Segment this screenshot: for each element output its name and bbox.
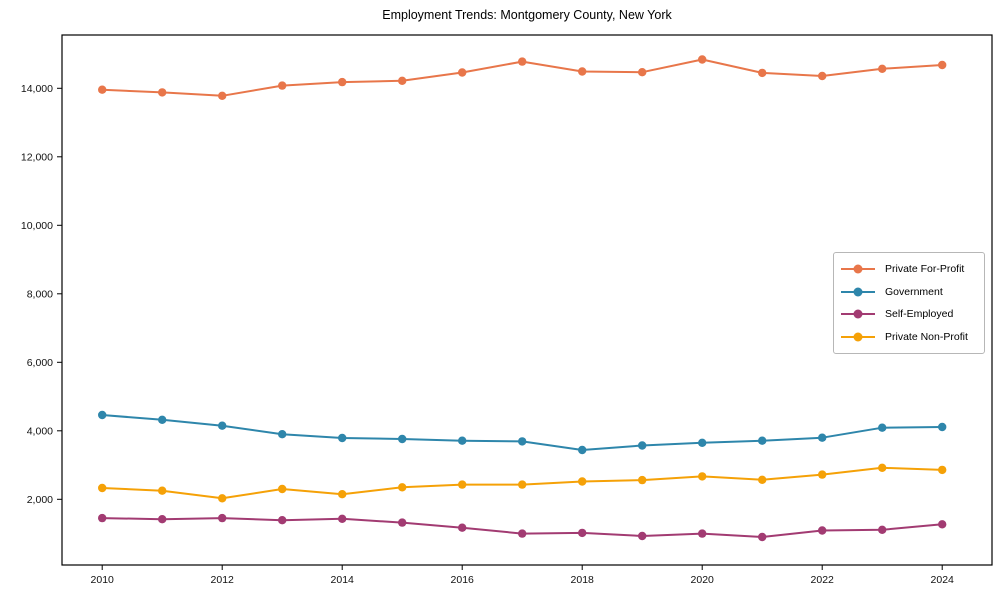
data-point-marker	[578, 477, 587, 486]
data-point-marker	[818, 526, 827, 535]
data-point-marker	[578, 67, 587, 76]
data-point-marker	[878, 463, 887, 472]
data-point-marker	[758, 68, 767, 78]
x-axis-tick-label: 2016	[451, 574, 475, 586]
x-axis-tick-label: 2014	[331, 574, 355, 586]
data-point-marker	[218, 421, 227, 430]
x-axis-tick-label: 2012	[211, 574, 235, 586]
data-point-marker	[638, 531, 647, 541]
data-point-marker	[218, 91, 227, 101]
data-point-marker	[698, 472, 707, 481]
data-point-marker	[578, 445, 587, 455]
legend-item: Self-Employed	[838, 303, 978, 326]
data-point-marker	[938, 465, 947, 475]
data-point-marker	[758, 436, 767, 445]
legend-swatch	[841, 287, 875, 297]
legend-label: Self-Employed	[885, 308, 954, 321]
data-point-marker	[278, 484, 287, 494]
data-point-marker	[458, 68, 467, 77]
x-axis-tick-label: 2020	[691, 574, 715, 586]
data-point-marker	[878, 64, 887, 74]
data-point-marker	[278, 430, 287, 439]
y-axis-tick-label: 14,000	[21, 83, 53, 95]
y-axis-tick-label: 12,000	[21, 151, 53, 163]
data-point-marker	[938, 520, 947, 529]
x-axis-tick-label: 2018	[571, 574, 595, 586]
data-point-marker	[98, 410, 107, 420]
data-point-marker	[758, 532, 767, 542]
y-axis-tick-label: 2,000	[27, 494, 53, 506]
data-point-marker	[398, 76, 407, 86]
data-point-marker	[818, 470, 827, 479]
data-point-marker	[518, 57, 527, 66]
data-point-marker	[398, 434, 407, 444]
legend-swatch	[841, 309, 875, 319]
data-point-marker	[938, 422, 947, 432]
data-point-marker	[518, 480, 527, 489]
y-axis-tick-label: 8,000	[27, 288, 53, 300]
data-point-marker	[278, 516, 287, 525]
data-point-marker	[338, 433, 347, 443]
legend-item: Government	[838, 281, 978, 304]
y-axis-tick-label: 6,000	[27, 357, 53, 369]
data-point-marker	[638, 68, 647, 77]
legend-label: Private For-Profit	[885, 263, 965, 276]
legend: Private For-Profit Government Self-Employe…	[833, 252, 985, 354]
data-point-marker	[98, 483, 107, 493]
data-point-marker	[398, 483, 407, 492]
legend-swatch	[841, 264, 875, 274]
data-point-marker	[518, 529, 527, 538]
x-axis-tick-label: 2010	[91, 574, 115, 586]
y-axis-tick-label: 10,000	[21, 220, 53, 232]
data-point-marker	[758, 475, 767, 484]
legend-label: Private Non-Profit	[885, 330, 968, 343]
data-point-marker	[338, 490, 347, 499]
data-point-marker	[338, 514, 347, 523]
data-point-marker	[698, 55, 707, 64]
data-point-marker	[458, 480, 467, 489]
data-point-marker	[98, 513, 107, 523]
data-point-marker	[878, 423, 887, 432]
legend-swatch	[841, 332, 875, 342]
data-point-marker	[518, 437, 527, 446]
legend-item: Private Non-Profit	[838, 326, 978, 349]
data-point-marker	[578, 528, 587, 538]
data-point-marker	[158, 88, 167, 97]
data-point-marker	[818, 71, 827, 81]
data-point-marker	[698, 438, 707, 447]
data-point-marker	[638, 441, 647, 450]
plot-border	[61, 34, 993, 566]
y-axis-tick-label: 4,000	[27, 425, 53, 437]
x-axis-tick-label: 2024	[931, 574, 955, 586]
data-point-marker	[938, 60, 947, 70]
data-point-marker	[878, 525, 887, 534]
data-point-marker	[98, 85, 107, 94]
data-point-marker	[398, 518, 407, 527]
data-point-marker	[218, 494, 227, 503]
legend-label: Government	[885, 285, 943, 298]
data-point-marker	[158, 515, 167, 524]
data-point-marker	[218, 513, 227, 523]
data-point-marker	[698, 529, 707, 538]
data-point-marker	[158, 415, 167, 424]
data-point-marker	[338, 77, 347, 87]
data-point-marker	[158, 486, 167, 495]
legend-item: Private For-Profit	[838, 258, 978, 281]
x-axis-tick-label: 2022	[811, 574, 835, 586]
data-point-marker	[458, 436, 467, 445]
data-point-marker	[278, 81, 287, 90]
data-point-marker	[818, 433, 827, 442]
chart-title: Employment Trends: Montgomery County, Ne…	[382, 8, 672, 22]
data-point-marker	[458, 523, 467, 532]
data-point-marker	[638, 475, 647, 485]
